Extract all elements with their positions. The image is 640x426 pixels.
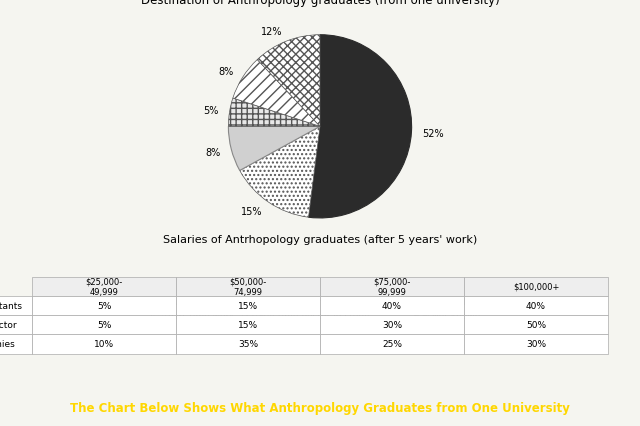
Text: The Chart Below Shows What Anthropology Graduates from One University: The Chart Below Shows What Anthropology … bbox=[70, 401, 570, 414]
Text: 15%: 15% bbox=[241, 207, 262, 217]
Wedge shape bbox=[233, 60, 320, 127]
Wedge shape bbox=[228, 99, 320, 127]
Wedge shape bbox=[257, 36, 320, 127]
Title: Salaries of Antrhopology graduates (after 5 years' work): Salaries of Antrhopology graduates (afte… bbox=[163, 234, 477, 245]
Text: 5%: 5% bbox=[204, 106, 219, 116]
Wedge shape bbox=[228, 127, 320, 171]
Wedge shape bbox=[308, 36, 412, 219]
Text: 8%: 8% bbox=[205, 147, 221, 158]
Wedge shape bbox=[240, 127, 320, 218]
Legend: Full-time work, Part-time work, Part-time work + postgrad study, Full-time postg: Full-time work, Part-time work, Part-tim… bbox=[148, 294, 492, 324]
Text: 8%: 8% bbox=[218, 67, 234, 77]
Text: 52%: 52% bbox=[422, 129, 444, 138]
Text: 12%: 12% bbox=[260, 27, 282, 37]
Title: Destination of Anthropology graduates (from one university): Destination of Anthropology graduates (f… bbox=[141, 0, 499, 8]
